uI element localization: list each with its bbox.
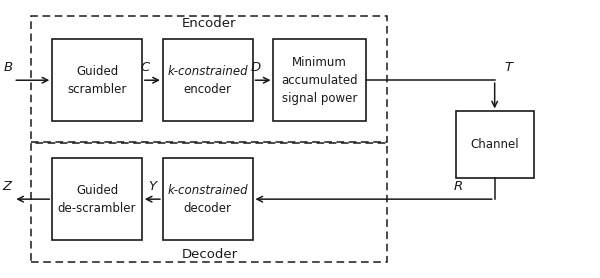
Text: de-scrambler: de-scrambler [58,202,136,215]
Bar [31,143,387,262]
Bar [274,39,366,121]
Text: Guided: Guided [76,65,118,78]
Text: accumulated: accumulated [281,74,358,87]
Text: signal power: signal power [282,92,358,105]
Text: decoder: decoder [184,202,232,215]
Bar [163,39,253,121]
Text: scrambler: scrambler [67,83,127,96]
Text: Guided: Guided [76,184,118,197]
Text: encoder: encoder [184,83,232,96]
Text: $T$: $T$ [504,61,515,74]
Bar [31,16,387,142]
Bar [456,111,533,178]
Text: Encoder: Encoder [182,17,237,30]
Bar [52,39,142,121]
Text: $B$: $B$ [3,61,13,74]
Bar [163,158,253,240]
Text: $Y$: $Y$ [148,180,159,193]
Text: $C$: $C$ [140,61,151,74]
Text: Channel: Channel [470,138,519,151]
Text: Decoder: Decoder [181,248,238,261]
Text: $R$: $R$ [452,180,463,193]
Text: $D$: $D$ [250,61,262,74]
Text: $Z$: $Z$ [2,180,14,193]
Text: k-constrained: k-constrained [167,65,248,78]
Text: k-constrained: k-constrained [167,184,248,197]
Bar [52,158,142,240]
Text: Minimum: Minimum [292,56,347,69]
